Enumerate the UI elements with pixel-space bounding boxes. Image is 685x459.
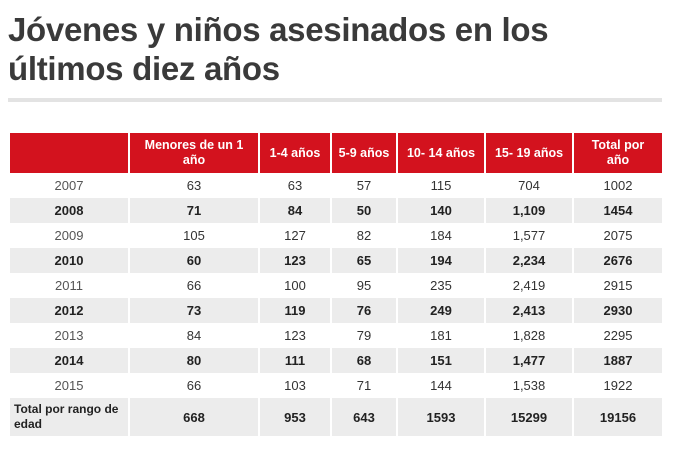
cell: 1,477 — [486, 348, 572, 373]
cell: 643 — [332, 398, 396, 436]
cell-year: 2008 — [10, 198, 128, 223]
table-total-row: Total por rango de edad 668 953 643 1593… — [10, 398, 662, 436]
column-header-10-14: 10- 14 años — [398, 133, 484, 173]
cell: 63 — [130, 173, 258, 198]
cell: 235 — [398, 273, 484, 298]
cell: 249 — [398, 298, 484, 323]
cell: 68 — [332, 348, 396, 373]
column-header-under-1: Menores de un 1 año — [130, 133, 258, 173]
cell: 71 — [130, 198, 258, 223]
cell: 119 — [260, 298, 330, 323]
cell: 2,419 — [486, 273, 572, 298]
cell: 111 — [260, 348, 330, 373]
cell: 66 — [130, 373, 258, 398]
cell-total: 1887 — [574, 348, 662, 373]
cell: 50 — [332, 198, 396, 223]
table-row: 2008 71 84 50 140 1,109 1454 — [10, 198, 662, 223]
cell: 184 — [398, 223, 484, 248]
cell-year: 2009 — [10, 223, 128, 248]
cell-grand-total: 19156 — [574, 398, 662, 436]
cell: 100 — [260, 273, 330, 298]
cell: 668 — [130, 398, 258, 436]
table-row: 2009 105 127 82 184 1,577 2075 — [10, 223, 662, 248]
cell-total: 1454 — [574, 198, 662, 223]
cell: 2,234 — [486, 248, 572, 273]
table-row: 2014 80 111 68 151 1,477 1887 — [10, 348, 662, 373]
cell-total: 2295 — [574, 323, 662, 348]
table-row: 2010 60 123 65 194 2,234 2676 — [10, 248, 662, 273]
page-title: Jóvenes y niños asesinados en los último… — [8, 11, 549, 87]
cell-total: 2930 — [574, 298, 662, 323]
cell: 95 — [332, 273, 396, 298]
column-header-year — [10, 133, 128, 173]
column-header-1-4: 1-4 años — [260, 133, 330, 173]
cell: 73 — [130, 298, 258, 323]
cell: 84 — [130, 323, 258, 348]
cell: 63 — [260, 173, 330, 198]
cell-year: 2012 — [10, 298, 128, 323]
cell: 1,109 — [486, 198, 572, 223]
cell: 1,577 — [486, 223, 572, 248]
cell: 123 — [260, 248, 330, 273]
cell: 181 — [398, 323, 484, 348]
cell: 15299 — [486, 398, 572, 436]
cell: 65 — [332, 248, 396, 273]
cell: 66 — [130, 273, 258, 298]
cell: 1,828 — [486, 323, 572, 348]
cell: 105 — [130, 223, 258, 248]
cell: 151 — [398, 348, 484, 373]
cell: 57 — [332, 173, 396, 198]
cell: 140 — [398, 198, 484, 223]
table-row: 2015 66 103 71 144 1,538 1922 — [10, 373, 662, 398]
cell-year: 2007 — [10, 173, 128, 198]
data-table: Menores de un 1 año 1-4 años 5-9 años 10… — [8, 133, 664, 436]
cell-total: 1922 — [574, 373, 662, 398]
title-divider — [8, 98, 662, 102]
cell: 704 — [486, 173, 572, 198]
cell: 127 — [260, 223, 330, 248]
table-header-row: Menores de un 1 año 1-4 años 5-9 años 10… — [10, 133, 662, 173]
cell: 79 — [332, 323, 396, 348]
cell-year: 2010 — [10, 248, 128, 273]
table-row: 2011 66 100 95 235 2,419 2915 — [10, 273, 662, 298]
column-header-total: Total por año — [574, 133, 662, 173]
cell-total: 2676 — [574, 248, 662, 273]
cell: 71 — [332, 373, 396, 398]
table-row: 2013 84 123 79 181 1,828 2295 — [10, 323, 662, 348]
cell: 84 — [260, 198, 330, 223]
cell-year: 2013 — [10, 323, 128, 348]
cell: 115 — [398, 173, 484, 198]
cell-total-label: Total por rango de edad — [10, 398, 128, 436]
cell-year: 2015 — [10, 373, 128, 398]
table-row: 2007 63 63 57 115 704 1002 — [10, 173, 662, 198]
cell-year: 2011 — [10, 273, 128, 298]
cell: 953 — [260, 398, 330, 436]
cell: 123 — [260, 323, 330, 348]
cell: 1,538 — [486, 373, 572, 398]
cell: 80 — [130, 348, 258, 373]
cell-year: 2014 — [10, 348, 128, 373]
column-header-15-19: 15- 19 años — [486, 133, 572, 173]
table-row: 2012 73 119 76 249 2,413 2930 — [10, 298, 662, 323]
column-header-5-9: 5-9 años — [332, 133, 396, 173]
cell: 76 — [332, 298, 396, 323]
cell: 144 — [398, 373, 484, 398]
cell-total: 1002 — [574, 173, 662, 198]
cell: 82 — [332, 223, 396, 248]
cell: 194 — [398, 248, 484, 273]
cell: 60 — [130, 248, 258, 273]
cell: 103 — [260, 373, 330, 398]
cell-total: 2915 — [574, 273, 662, 298]
cell: 2,413 — [486, 298, 572, 323]
cell: 1593 — [398, 398, 484, 436]
cell-total: 2075 — [574, 223, 662, 248]
